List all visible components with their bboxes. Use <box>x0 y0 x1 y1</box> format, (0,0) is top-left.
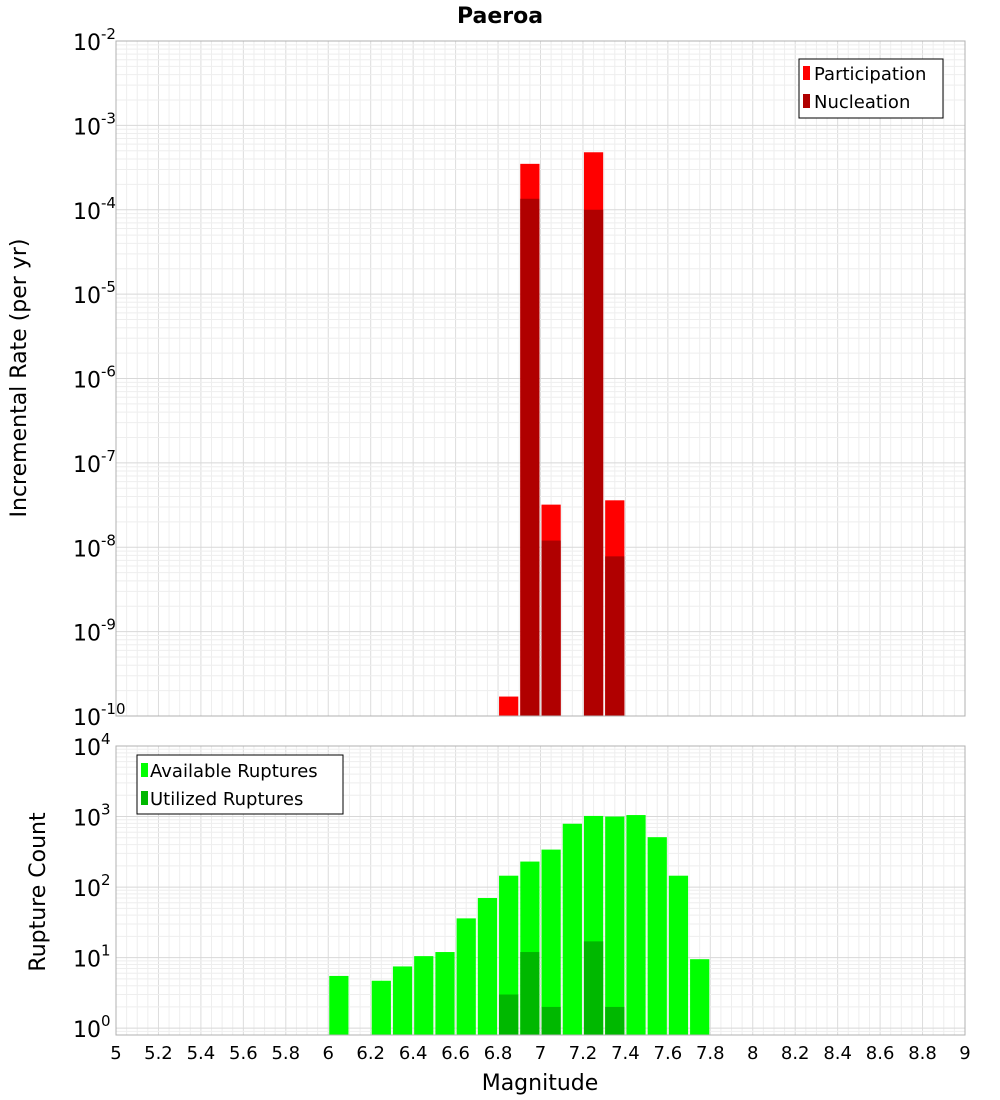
bar-available-ruptures <box>477 898 498 1035</box>
x-tick-label: 7.8 <box>696 1043 725 1064</box>
bottom-y-tick-labels: 104 103 102 101 100 <box>73 730 111 1043</box>
legend-swatch-available <box>141 763 148 777</box>
x-tick-label: 6.8 <box>484 1043 513 1064</box>
y-tick-label: 10-2 <box>73 25 116 56</box>
y-tick-label: 10-7 <box>73 447 116 478</box>
bar-available-ruptures <box>392 966 413 1035</box>
top-gridlines <box>115 40 966 717</box>
bar-available-ruptures <box>329 975 349 1035</box>
x-tick-label: 7 <box>535 1043 546 1064</box>
x-tick-label: 6.4 <box>399 1043 428 1064</box>
y-tick-label: 101 <box>73 942 111 973</box>
y-tick-label: 100 <box>73 1012 111 1043</box>
bar-available-ruptures <box>647 837 667 1035</box>
x-axis-title: Magnitude <box>482 1071 599 1096</box>
legend-label-utilized: Utilized Ruptures <box>150 789 303 810</box>
y-tick-label: 10-3 <box>73 109 116 140</box>
bar-available-ruptures <box>605 816 625 1035</box>
bar-available-ruptures <box>435 952 455 1035</box>
legend-label-nucleation: Nucleation <box>814 92 910 113</box>
x-tick-label: 5.8 <box>271 1043 300 1064</box>
x-tick-labels: 5 5.2 5.4 5.6 5.8 6 6.2 6.4 6.6 6.8 7 7.2 7.4 7.6 7.8 8… <box>110 1043 970 1064</box>
x-tick-label: 7.4 <box>611 1043 640 1064</box>
x-tick-label: 6.2 <box>356 1043 385 1064</box>
y-tick-label: 10-5 <box>73 278 116 309</box>
y-tick-label: 104 <box>73 730 111 761</box>
y-tick-label: 102 <box>73 871 111 902</box>
bottom-y-axis-title: Rupture Count <box>26 812 51 972</box>
bar-available-ruptures <box>562 823 582 1035</box>
bar-available-ruptures <box>690 959 710 1035</box>
top-legend-box <box>798 58 944 119</box>
y-tick-label: 10-9 <box>73 616 116 647</box>
legend-swatch-participation <box>803 66 810 80</box>
bar-available-ruptures <box>541 849 561 1035</box>
x-tick-label: 8.4 <box>823 1043 852 1064</box>
chart-title: Paeroa <box>457 4 543 29</box>
y-tick-label: 10-8 <box>73 531 116 562</box>
y-tick-label: 10-6 <box>73 363 116 394</box>
bottom-bars <box>329 815 710 1035</box>
legend-swatch-nucleation <box>803 94 810 108</box>
x-tick-label: 6 <box>323 1043 334 1064</box>
x-tick-label: 5.6 <box>229 1043 258 1064</box>
legend-swatch-utilized <box>141 791 148 805</box>
bar-nucleation <box>605 556 625 716</box>
bar-nucleation <box>583 209 604 716</box>
x-tick-label: 5.2 <box>144 1043 173 1064</box>
bottom-legend-box <box>136 754 344 815</box>
bar-participation <box>499 696 519 716</box>
top-panel: 10-2 10-3 10-4 10-5 10-6 10-7 10-8 10-9 10-10 Pa… <box>7 4 966 731</box>
bar-nucleation <box>541 540 561 716</box>
x-tick-label: 8.8 <box>908 1043 937 1064</box>
bottom-plot-border <box>115 745 966 1036</box>
top-y-tick-labels: 10-2 10-3 10-4 10-5 10-6 10-7 10-8 10-9 10-10 <box>73 25 126 731</box>
top-y-axis-title: Incremental Rate (per yr) <box>7 239 32 518</box>
x-tick-label: 6.6 <box>441 1043 470 1064</box>
x-tick-label: 8 <box>747 1043 758 1064</box>
x-tick-label: 8.6 <box>866 1043 895 1064</box>
bar-available-ruptures <box>414 956 434 1035</box>
bar-available-ruptures <box>626 815 646 1035</box>
x-tick-label: 7.2 <box>569 1043 598 1064</box>
x-tick-label: 5 <box>110 1043 121 1064</box>
top-legend: Participation Nucleation <box>798 58 944 119</box>
y-tick-label: 103 <box>73 801 111 832</box>
top-bars <box>499 152 625 717</box>
bottom-legend: Available Ruptures Utilized Ruptures <box>136 754 344 815</box>
bar-utilized-ruptures <box>520 952 540 1035</box>
x-tick-label: 7.6 <box>654 1043 683 1064</box>
bar-available-ruptures <box>371 980 391 1035</box>
bar-utilized-ruptures <box>541 1006 561 1035</box>
y-tick-label: 10-4 <box>73 194 116 225</box>
legend-label-participation: Participation <box>814 64 926 85</box>
legend-label-available: Available Ruptures <box>150 761 318 782</box>
x-tick-label: 9 <box>959 1043 970 1064</box>
x-tick-label: 8.2 <box>781 1043 810 1064</box>
bar-utilized-ruptures <box>499 994 519 1035</box>
bar-available-ruptures <box>668 875 689 1035</box>
bottom-panel: 104 103 102 101 100 5 5.2 5.4 5.6 5.8 6 6.2 6.4 6.6 6… <box>26 730 971 1096</box>
bar-utilized-ruptures <box>605 1006 625 1035</box>
bar-utilized-ruptures <box>583 941 604 1035</box>
x-tick-label: 5.4 <box>187 1043 216 1064</box>
y-tick-label: 10-10 <box>73 700 126 731</box>
top-plot-border <box>115 40 966 717</box>
bar-available-ruptures <box>456 918 476 1035</box>
bar-nucleation <box>520 198 540 717</box>
